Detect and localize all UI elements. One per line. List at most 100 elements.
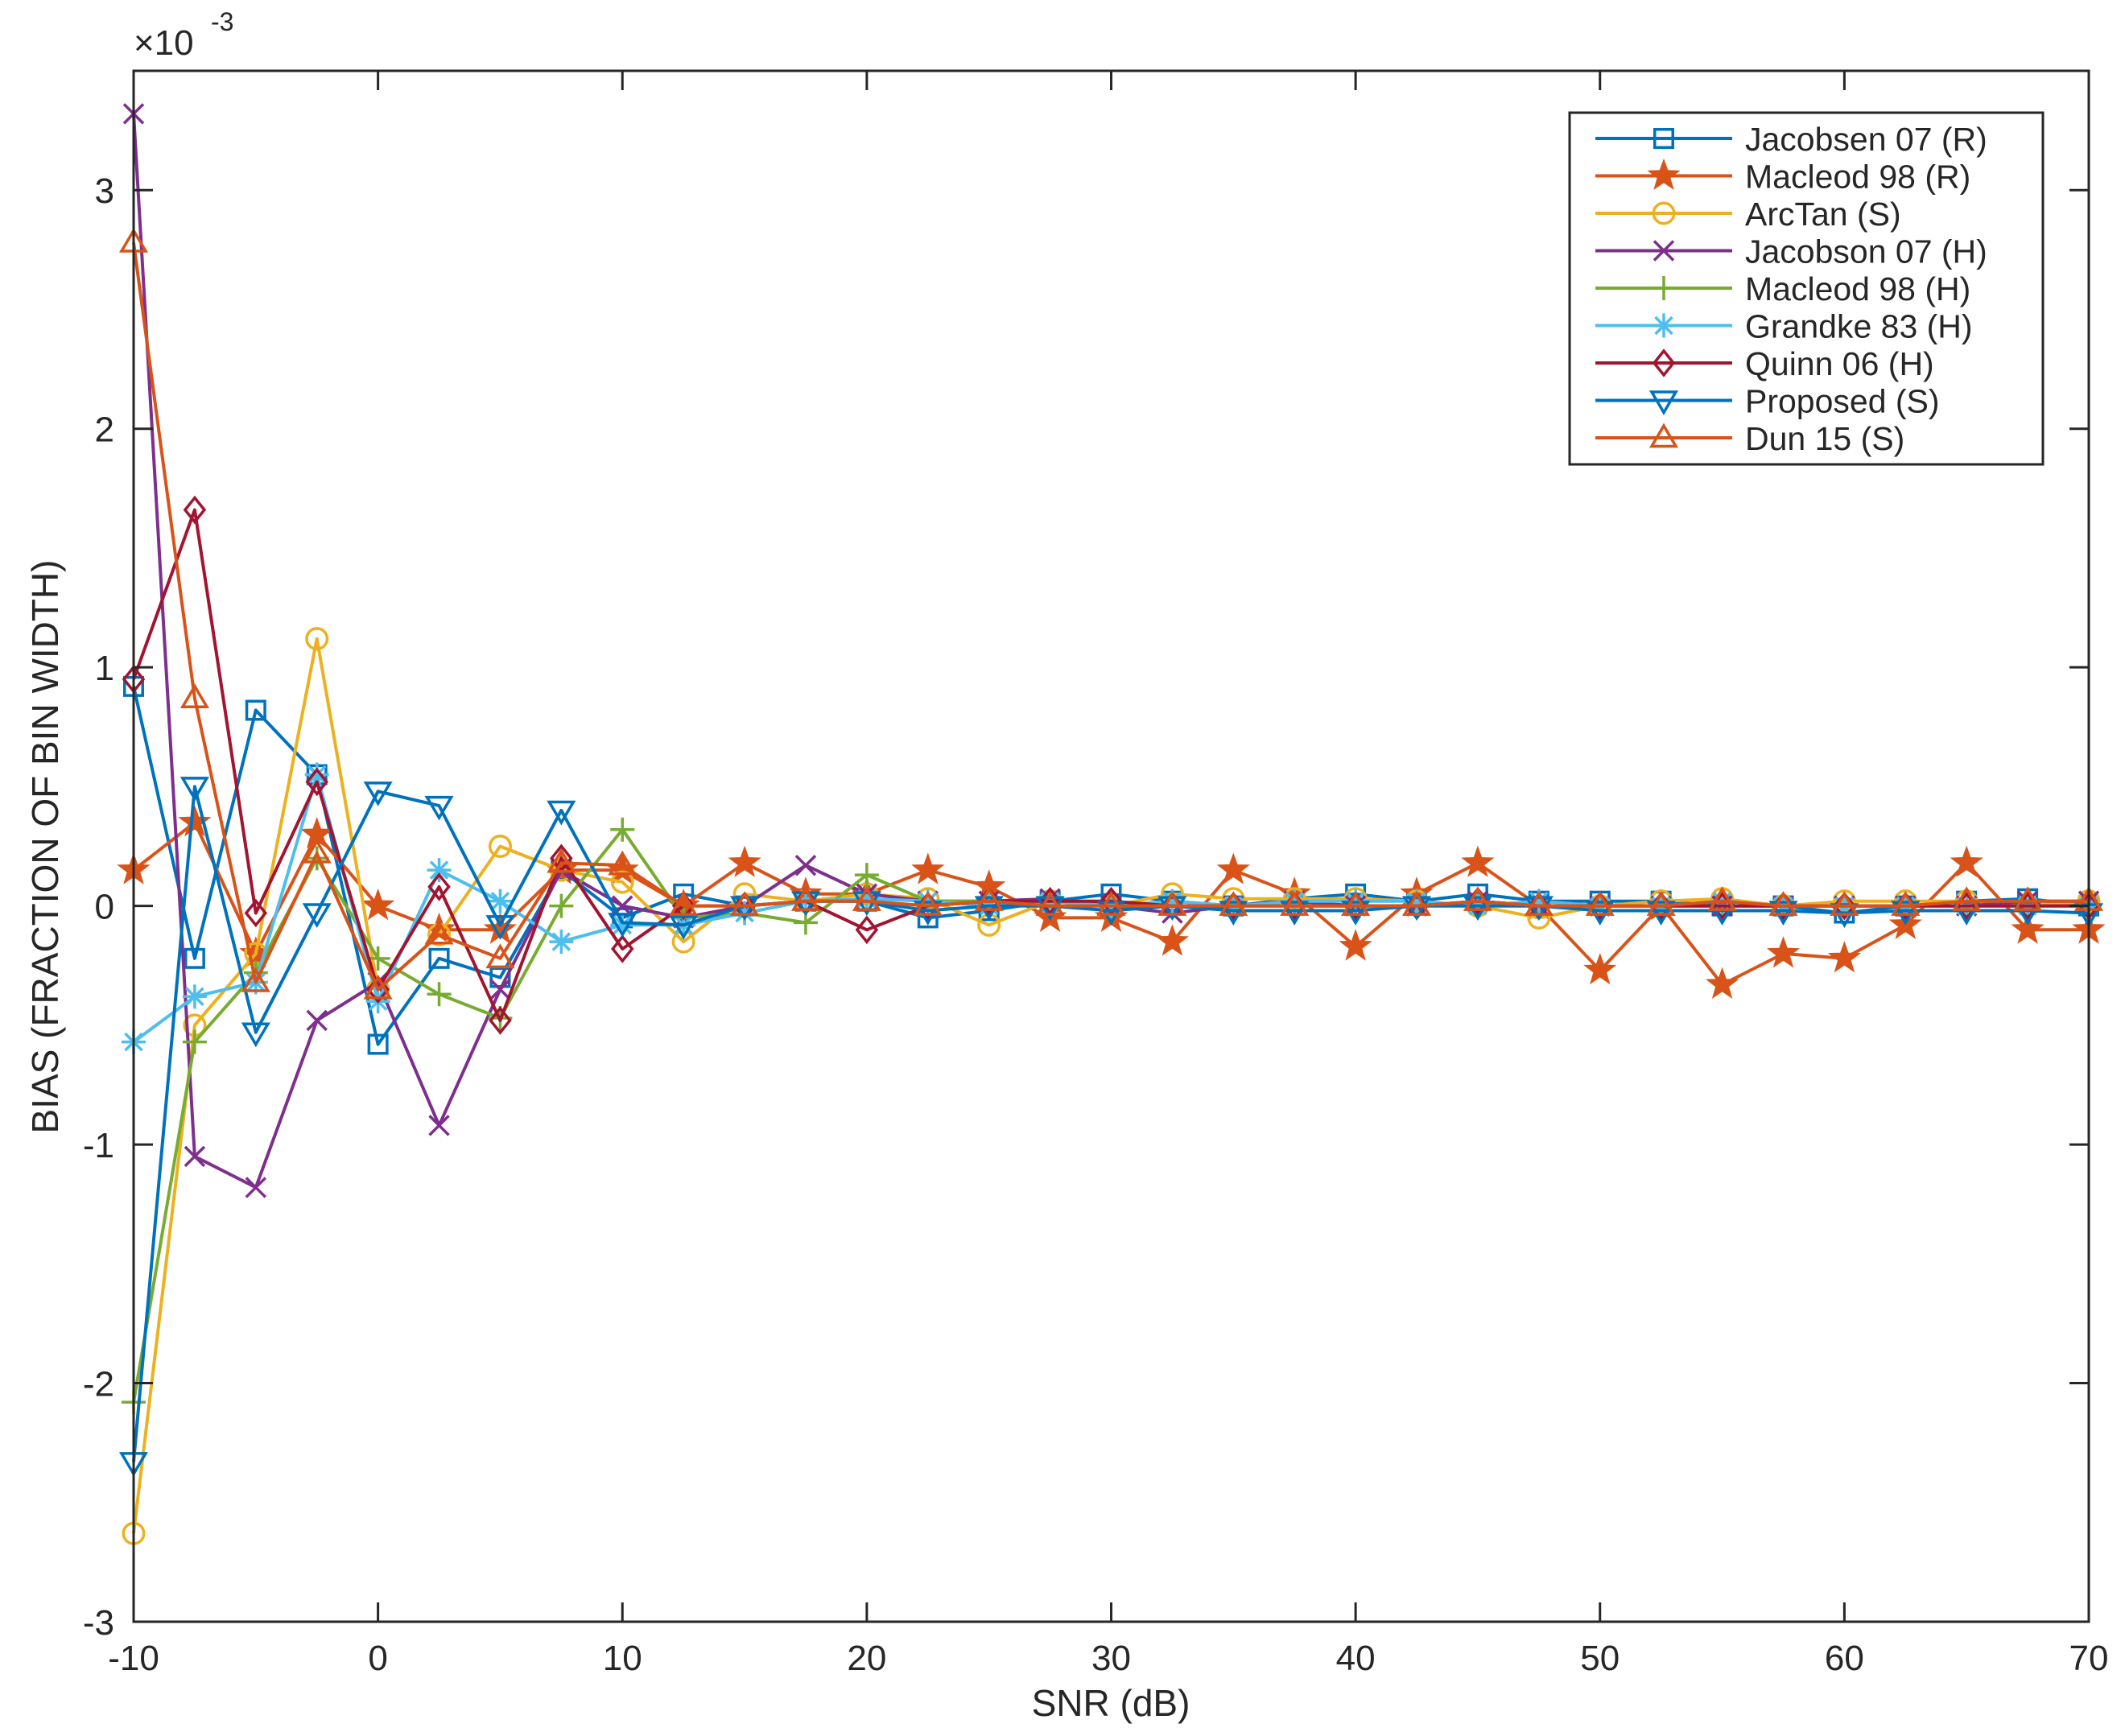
x-axis: -10 0 10 20 30 40 50 60 70 bbox=[108, 71, 2108, 1678]
data-point-diamond bbox=[183, 495, 207, 525]
legend-item-macleod-98-r: Macleod 98 (R) bbox=[1595, 159, 1970, 196]
x-tick-label: 50 bbox=[1580, 1639, 1620, 1678]
data-point-triangle-down bbox=[1768, 901, 1798, 926]
data-point-square bbox=[1653, 128, 1674, 149]
data-point-star bbox=[1216, 852, 1250, 884]
data-point-star bbox=[1583, 953, 1617, 985]
data-point-triangle-up bbox=[790, 886, 821, 911]
x-tick-label: 10 bbox=[603, 1639, 642, 1678]
y-axis: -3 -2 -1 0 1 2 3 bbox=[83, 171, 2089, 1643]
data-point-triangle-down bbox=[1096, 901, 1126, 926]
data-point-circle bbox=[610, 870, 634, 894]
x-tick-label: 0 bbox=[368, 1639, 387, 1678]
data-point-triangle-up bbox=[1401, 891, 1432, 916]
x-tick-label: 30 bbox=[1091, 1639, 1131, 1678]
data-point-triangle-up bbox=[913, 891, 943, 916]
data-point-triangle-down bbox=[424, 795, 454, 821]
data-point-star bbox=[911, 852, 945, 884]
legend-item-macleod-98-h: Macleod 98 (H) bbox=[1595, 270, 1970, 307]
data-point-triangle-down bbox=[485, 915, 515, 940]
legend-item-jacobson-07-h: Jacobson 07 (H) bbox=[1595, 233, 1987, 270]
data-point-triangle-up bbox=[241, 967, 270, 992]
data-point-plus bbox=[549, 893, 574, 918]
data-point-triangle-up bbox=[485, 943, 515, 969]
data-point-diamond bbox=[611, 934, 634, 963]
data-point-triangle-up bbox=[1341, 891, 1371, 916]
data-point-star bbox=[1950, 845, 1983, 877]
legend-label: Macleod 98 (R) bbox=[1745, 159, 1970, 196]
x-tick-label: -10 bbox=[108, 1639, 159, 1678]
data-point-star bbox=[1766, 936, 1801, 968]
data-point-square bbox=[428, 947, 450, 969]
data-point-circle bbox=[488, 835, 512, 858]
data-point-square bbox=[184, 947, 205, 969]
data-point-asterisk bbox=[427, 858, 452, 883]
data-point-triangle-down bbox=[1157, 896, 1187, 922]
data-point-diamond bbox=[1833, 891, 1856, 921]
data-point-plus bbox=[182, 1029, 207, 1054]
legend-item-arctan-s: ArcTan (S) bbox=[1595, 196, 1901, 233]
y-exponent-power: -3 bbox=[211, 7, 233, 36]
y-tick-label: -1 bbox=[83, 1126, 114, 1165]
data-point-triangle-up bbox=[1280, 891, 1310, 916]
data-point-triangle-up bbox=[1157, 891, 1187, 916]
data-point-asterisk bbox=[1652, 313, 1676, 338]
data-point-triangle-down bbox=[1524, 896, 1554, 922]
data-point-triangle-down bbox=[1648, 390, 1679, 415]
data-point-asterisk bbox=[488, 889, 513, 913]
data-point-diamond bbox=[855, 915, 879, 945]
data-point-asterisk bbox=[1526, 889, 1551, 913]
data-point-triangle-up bbox=[1891, 891, 1921, 916]
data-point-triangle-up bbox=[302, 838, 332, 864]
data-point-asterisk bbox=[854, 886, 879, 911]
series-line bbox=[132, 785, 2090, 1462]
data-point-triangle-up bbox=[730, 891, 760, 916]
legend-item-dun-15-s: Dun 15 (S) bbox=[1595, 420, 1904, 457]
data-point-triangle-up bbox=[1646, 891, 1676, 916]
data-point-x bbox=[489, 979, 511, 1000]
x-axis-label: SNR (dB) bbox=[1032, 1682, 1190, 1724]
data-point-triangle-up bbox=[179, 683, 209, 708]
data-point-x bbox=[1653, 240, 1675, 262]
data-point-diamond bbox=[489, 1006, 512, 1035]
data-point-triangle-down bbox=[1463, 896, 1492, 922]
y-axis-label: BIAS (FRACTION OF BIN WIDTH) bbox=[24, 560, 66, 1134]
legend-label: Dun 15 (S) bbox=[1745, 420, 1904, 457]
series-dun-15-s bbox=[118, 228, 2104, 1000]
data-point-triangle-down bbox=[1341, 901, 1371, 926]
data-point-circle bbox=[1652, 201, 1676, 225]
data-point-x bbox=[306, 1009, 328, 1032]
data-point-plus bbox=[304, 846, 329, 871]
data-point-asterisk bbox=[182, 984, 207, 1009]
data-point-triangle-up bbox=[852, 886, 881, 911]
data-point-asterisk bbox=[610, 913, 635, 938]
x-tick-label: 40 bbox=[1336, 1639, 1376, 1678]
data-point-x bbox=[184, 1145, 206, 1168]
data-point-diamond bbox=[427, 872, 451, 901]
y-tick-label: -2 bbox=[83, 1365, 114, 1404]
x-tick-label: 60 bbox=[1825, 1639, 1864, 1678]
data-point-triangle-down bbox=[302, 903, 332, 928]
legend-label: Jacobson 07 (H) bbox=[1745, 233, 1987, 270]
data-point-square bbox=[245, 699, 266, 721]
legend-label: Quinn 06 (H) bbox=[1745, 345, 1934, 382]
data-point-triangle-up bbox=[1585, 891, 1615, 916]
data-point-star bbox=[1461, 845, 1495, 877]
data-point-asterisk bbox=[549, 930, 574, 955]
data-point-triangle-up bbox=[1768, 891, 1798, 916]
data-point-triangle-down bbox=[1035, 896, 1065, 922]
legend-label: Grandke 83 (H) bbox=[1745, 308, 1973, 345]
data-point-triangle-up bbox=[1648, 423, 1679, 448]
data-point-triangle-up bbox=[1524, 891, 1554, 916]
data-point-triangle-up bbox=[363, 974, 393, 1000]
x-tick-label: 20 bbox=[847, 1639, 886, 1678]
y-tick-label: 0 bbox=[95, 888, 114, 927]
data-point-star bbox=[2011, 912, 2045, 944]
data-point-square bbox=[367, 1033, 389, 1055]
data-point-triangle-up bbox=[1830, 891, 1859, 916]
data-point-triangle-up bbox=[1035, 891, 1065, 916]
y-tick-label: 2 bbox=[95, 410, 114, 450]
data-point-triangle-up bbox=[2013, 886, 2043, 911]
data-point-asterisk bbox=[1405, 889, 1430, 913]
data-point-star bbox=[1155, 924, 1190, 956]
